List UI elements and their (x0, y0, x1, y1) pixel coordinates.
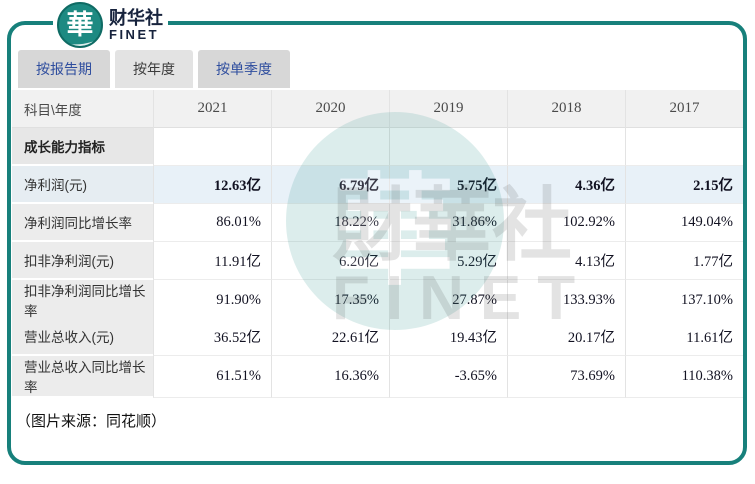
row-value: 5.75亿 (389, 166, 507, 204)
table-row-total-revenue: 营业总收入(元) 36.52亿 22.61亿 19.43亿 20.17亿 11.… (12, 318, 743, 356)
row-value: 6.79亿 (271, 166, 389, 204)
row-value: 18.22% (271, 204, 389, 242)
row-value: 149.04% (625, 204, 743, 242)
tab-by-single-quarter[interactable]: 按单季度 (198, 50, 290, 88)
header-subject-year: 科目\年度 (12, 90, 153, 128)
row-value: 36.52亿 (153, 318, 271, 356)
section-row-growth-indicators: 成长能力指标 (12, 128, 743, 166)
empty-cell (153, 128, 271, 166)
table-row-deducted-net-profit-yoy: 扣非净利润同比增长率 91.90% 17.35% 27.87% 133.93% … (12, 280, 743, 322)
table-row-total-revenue-yoy: 营业总收入同比增长率 61.51% 16.36% -3.65% 73.69% 1… (12, 356, 743, 398)
tab-by-year[interactable]: 按年度 (115, 50, 193, 88)
finet-logo-icon: 華 (57, 2, 103, 48)
row-value: 137.10% (625, 280, 743, 322)
row-label: 净利润同比增长率 (12, 204, 153, 242)
brand-name-en: FINET (109, 26, 160, 42)
row-label: 扣非净利润同比增长率 (12, 280, 153, 322)
table-row-deducted-net-profit: 扣非净利润(元) 11.91亿 6.20亿 5.29亿 4.13亿 1.77亿 (12, 242, 743, 280)
logo-glyph: 華 (66, 9, 94, 40)
row-value: 16.36% (271, 356, 389, 398)
brand-text: 财华社 FINET (109, 7, 163, 42)
header-year-2020: 2020 (271, 90, 389, 128)
row-value: 110.38% (625, 356, 743, 398)
row-value: -3.65% (389, 356, 507, 398)
row-value: 11.61亿 (625, 318, 743, 356)
row-label: 扣非净利润(元) (12, 242, 153, 280)
header-year-2018: 2018 (507, 90, 625, 128)
row-value: 61.51% (153, 356, 271, 398)
row-value: 4.36亿 (507, 166, 625, 204)
row-value: 4.13亿 (507, 242, 625, 280)
row-value: 22.61亿 (271, 318, 389, 356)
row-value: 17.35% (271, 280, 389, 322)
header-year-2017: 2017 (625, 90, 743, 128)
financial-table: 科目\年度 2021 2020 2019 2018 2017 成长能力指标 净利… (12, 90, 743, 398)
row-value: 20.17亿 (507, 318, 625, 356)
empty-cell (389, 128, 507, 166)
empty-cell (625, 128, 743, 166)
header-year-2021: 2021 (153, 90, 271, 128)
row-value: 31.86% (389, 204, 507, 242)
row-value: 73.69% (507, 356, 625, 398)
row-value: 102.92% (507, 204, 625, 242)
row-label: 营业总收入(元) (12, 318, 153, 356)
header-year-2019: 2019 (389, 90, 507, 128)
row-value: 5.29亿 (389, 242, 507, 280)
row-label: 净利润(元) (12, 166, 153, 204)
row-value: 86.01% (153, 204, 271, 242)
table-header-row: 科目\年度 2021 2020 2019 2018 2017 (12, 90, 743, 128)
row-value: 12.63亿 (153, 166, 271, 204)
row-value: 2.15亿 (625, 166, 743, 204)
frame-top-border-mask (53, 18, 168, 29)
empty-cell (271, 128, 389, 166)
tab-by-report-period[interactable]: 按报告期 (18, 50, 110, 88)
row-value: 11.91亿 (153, 242, 271, 280)
row-value: 19.43亿 (389, 318, 507, 356)
image-source-caption: （图片来源：同花顺） (16, 413, 167, 430)
finet-logo: 華 财华社 FINET (57, 2, 163, 48)
empty-cell (507, 128, 625, 166)
period-tabs: 按报告期 按年度 按单季度 (18, 50, 290, 88)
row-value: 133.93% (507, 280, 625, 322)
row-value: 91.90% (153, 280, 271, 322)
row-value: 6.20亿 (271, 242, 389, 280)
row-value: 27.87% (389, 280, 507, 322)
row-value: 1.77亿 (625, 242, 743, 280)
table-row-net-profit: 净利润(元) 12.63亿 6.79亿 5.75亿 4.36亿 2.15亿 (12, 166, 743, 204)
section-label: 成长能力指标 (12, 128, 153, 166)
table-row-net-profit-yoy: 净利润同比增长率 86.01% 18.22% 31.86% 102.92% 14… (12, 204, 743, 242)
brand-name-cn: 财华社 (109, 7, 163, 28)
row-label: 营业总收入同比增长率 (12, 356, 153, 398)
